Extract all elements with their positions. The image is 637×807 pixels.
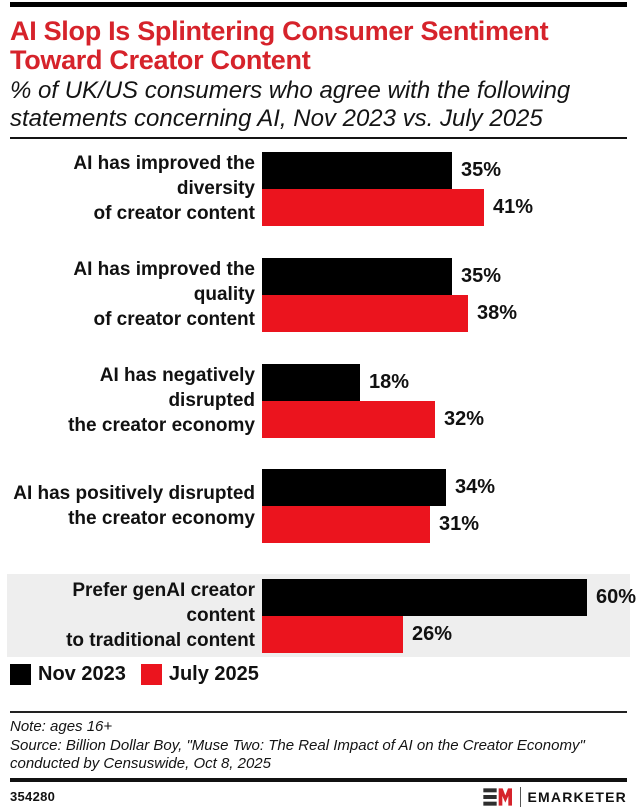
bar-value-label: 32% [444, 407, 485, 430]
chart-rows: AI has improved the diversity of creator … [7, 151, 636, 657]
chart-subtitle: % of UK/US consumers who agree with the … [10, 77, 627, 133]
legend-item: Nov 2023 [10, 663, 126, 686]
chart-row-group: AI has improved the diversity of creator … [10, 151, 627, 226]
bar-july-2025 [262, 506, 430, 543]
bar-july-2025 [262, 294, 468, 332]
legend-label: July 2025 [168, 662, 259, 685]
chart-title: AI Slop Is Splintering Consumer Sentimen… [10, 17, 627, 75]
bar-july-2025 [262, 615, 403, 653]
chart-header: AI Slop Is Splintering Consumer Sentimen… [10, 17, 627, 133]
bar-value-label: 18% [369, 370, 410, 393]
legend-label: Nov 2023 [38, 662, 126, 685]
chart-title-line1: AI Slop Is Splintering Consumer Sentimen… [10, 16, 549, 46]
bar-nov-2023 [262, 151, 452, 189]
bar-nov-2023 [262, 469, 446, 506]
legend-swatch [140, 663, 162, 685]
footer-divider-rule [10, 777, 627, 782]
header-divider-rule [10, 137, 627, 139]
bar-value-label: 35% [461, 264, 502, 287]
chart-row-group: Prefer genAI creator content to tradition… [7, 574, 636, 657]
category-label: AI has positively disrupted the creator e… [13, 483, 255, 529]
category-label: Prefer genAI creator content to tradition… [66, 580, 255, 651]
bar-nov-2023 [262, 578, 587, 616]
note-text: Note: ages 16+ [10, 718, 113, 735]
bar-value-label: 31% [439, 513, 480, 535]
bar-pair: 60% 26% [262, 578, 636, 653]
bar-chart: AI has improved the diversity of creator … [7, 139, 636, 685]
chart-subtitle-line1: % of UK/US consumers who agree with the … [10, 77, 571, 104]
bar-nov-2023 [262, 363, 360, 401]
category-label: AI has negatively disrupted the creator e… [68, 365, 255, 436]
bar-value-label: 34% [455, 476, 496, 498]
chart-id: 354280 [10, 789, 56, 804]
bar-value-label: 60% [596, 585, 637, 608]
chart-row-group: AI has negatively disrupted the creator e… [10, 363, 627, 438]
bar-nov-2023 [262, 257, 452, 295]
chart-legend: Nov 2023 July 2025 [10, 663, 627, 685]
brand-lockup: EMARKETER [482, 786, 627, 807]
bar-value-label: 41% [493, 195, 534, 218]
legend-item: July 2025 [140, 662, 259, 686]
chart-row-group: AI has improved the quality of creator co… [10, 257, 627, 332]
footer-bar: 354280 EMARKETER [10, 782, 627, 807]
chart-subtitle-line2: statements concerning AI, Nov 2023 vs. J… [10, 105, 543, 132]
bar-pair: 35% 41% [262, 151, 627, 226]
chart-title-line2: Toward Creator Content [10, 45, 311, 75]
chart-row-group: AI has positively disrupted the creator e… [10, 469, 627, 543]
brand-name: EMARKETER [527, 788, 627, 805]
category-label: AI has improved the quality of creator co… [73, 259, 255, 330]
bar-value-label: 35% [461, 158, 502, 181]
source-text-line1: Source: Billion Dollar Boy, "Muse Two: T… [10, 736, 585, 754]
legend-swatch [10, 663, 31, 685]
bar-pair: 34% 31% [262, 469, 627, 543]
bar-value-label: 38% [477, 301, 518, 324]
category-label: AI has improved the diversity of creator … [73, 153, 255, 224]
bar-july-2025 [262, 400, 435, 438]
bar-value-label: 26% [412, 622, 453, 645]
emarketer-logo-icon [482, 787, 512, 806]
source-text-line2: conducted by Censuswide, Oct 8, 2025 [10, 755, 271, 772]
notes-divider-rule [10, 711, 627, 713]
brand-divider [519, 786, 521, 807]
bar-pair: 35% 38% [262, 257, 627, 332]
bar-july-2025 [262, 188, 484, 226]
top-border-rule [10, 2, 627, 7]
chart-notes: Note: ages 16+ Source: Billion Dollar Bo… [10, 713, 627, 778]
bar-pair: 18% 32% [262, 363, 627, 438]
